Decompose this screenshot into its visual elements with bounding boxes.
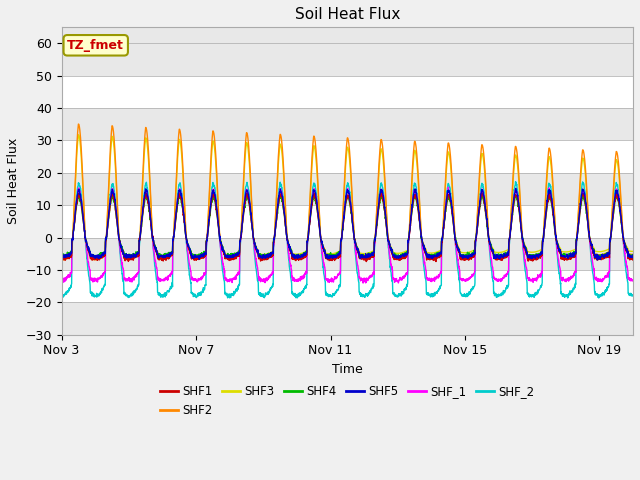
SHF5 <box>173 198 181 204</box>
SHF2 <box>174 147 182 153</box>
SHF_2 <box>102 234 110 240</box>
SHF4 <box>229 252 237 258</box>
SHF5 <box>508 214 516 219</box>
SHF5 <box>512 185 520 191</box>
SHF3 <box>174 155 182 161</box>
SHF_1 <box>229 275 237 281</box>
SHF1 <box>229 257 237 263</box>
SHF1 <box>432 259 440 264</box>
Line: SHF1: SHF1 <box>61 193 633 262</box>
SHF2 <box>372 222 380 228</box>
SHF2 <box>508 190 516 196</box>
SHF_1 <box>445 184 452 190</box>
SHF1 <box>372 230 380 236</box>
Bar <box>61 238 633 270</box>
X-axis label: Time: Time <box>332 363 363 376</box>
SHF_2 <box>595 295 603 301</box>
Bar <box>61 302 633 335</box>
SHF1 <box>181 225 189 230</box>
SHF5 <box>593 257 601 263</box>
Bar <box>61 141 633 173</box>
SHF4 <box>508 215 516 220</box>
SHF4 <box>579 192 587 198</box>
SHF4 <box>372 229 380 235</box>
SHF_2 <box>512 179 520 184</box>
SHF1 <box>102 234 110 240</box>
SHF1 <box>629 256 637 262</box>
SHF2 <box>230 255 237 261</box>
SHF1 <box>478 190 486 196</box>
SHF5 <box>229 254 237 260</box>
Bar <box>61 27 633 76</box>
SHF4 <box>360 256 368 262</box>
SHF_1 <box>629 277 637 283</box>
SHF_2 <box>229 291 237 297</box>
SHF3 <box>372 223 380 229</box>
Bar <box>61 173 633 205</box>
Text: TZ_fmet: TZ_fmet <box>67 39 124 52</box>
Line: SHF2: SHF2 <box>61 124 633 260</box>
SHF_1 <box>181 222 189 228</box>
Title: Soil Heat Flux: Soil Heat Flux <box>294 7 400 22</box>
SHF2 <box>103 228 111 234</box>
SHF3 <box>230 252 237 257</box>
SHF2 <box>181 214 189 220</box>
SHF_2 <box>181 222 189 228</box>
SHF2 <box>629 252 637 257</box>
Bar <box>61 108 633 141</box>
SHF4 <box>102 236 110 241</box>
SHF5 <box>102 234 110 240</box>
Line: SHF4: SHF4 <box>61 195 633 259</box>
SHF_2 <box>508 210 516 216</box>
SHF3 <box>75 132 83 138</box>
SHF_1 <box>359 280 367 286</box>
Line: SHF3: SHF3 <box>61 135 633 256</box>
Line: SHF_2: SHF_2 <box>61 181 633 298</box>
SHF5 <box>372 230 380 236</box>
SHF1 <box>508 211 516 216</box>
SHF5 <box>629 255 637 261</box>
SHF1 <box>173 199 181 205</box>
SHF4 <box>181 222 189 228</box>
SHF5 <box>58 253 65 259</box>
Bar <box>61 205 633 238</box>
Line: SHF5: SHF5 <box>61 188 633 260</box>
SHF3 <box>181 216 189 222</box>
SHF_2 <box>173 194 181 200</box>
SHF_1 <box>372 228 380 233</box>
SHF_1 <box>173 197 181 203</box>
SHF5 <box>181 223 189 229</box>
SHF4 <box>173 202 181 208</box>
SHF3 <box>629 249 637 254</box>
SHF1 <box>58 256 65 262</box>
Legend: SHF1, SHF2, SHF3, SHF4, SHF5, SHF_1, SHF_2: SHF1, SHF2, SHF3, SHF4, SHF5, SHF_1, SHF… <box>156 381 540 422</box>
SHF2 <box>75 121 83 127</box>
Bar <box>61 270 633 302</box>
SHF2 <box>58 257 65 263</box>
SHF4 <box>58 254 65 260</box>
SHF_1 <box>508 211 516 217</box>
SHF_2 <box>372 230 380 236</box>
SHF_1 <box>102 233 110 239</box>
SHF3 <box>103 229 111 235</box>
SHF_1 <box>58 279 65 285</box>
SHF3 <box>58 253 65 259</box>
SHF3 <box>508 194 516 200</box>
Line: SHF_1: SHF_1 <box>61 187 633 283</box>
SHF4 <box>629 253 637 259</box>
Y-axis label: Soil Heat Flux: Soil Heat Flux <box>7 138 20 224</box>
SHF_2 <box>629 293 637 299</box>
Bar <box>61 76 633 108</box>
SHF_2 <box>58 292 65 298</box>
